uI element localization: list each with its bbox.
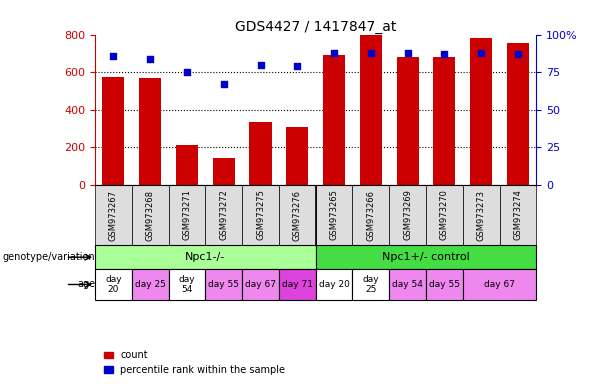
Text: Npc1-/-: Npc1-/-	[185, 252, 226, 262]
Text: GSM973271: GSM973271	[183, 190, 191, 240]
Point	[513, 51, 523, 57]
Bar	[507, 43, 529, 185]
Text: GSM973274: GSM973274	[514, 190, 522, 240]
FancyBboxPatch shape	[426, 185, 463, 245]
FancyBboxPatch shape	[316, 270, 352, 300]
FancyBboxPatch shape	[279, 185, 316, 245]
Point	[109, 53, 118, 59]
FancyBboxPatch shape	[205, 185, 242, 245]
FancyBboxPatch shape	[132, 185, 169, 245]
Legend: count, percentile rank within the sample: count, percentile rank within the sample	[100, 346, 289, 379]
FancyBboxPatch shape	[426, 270, 463, 300]
FancyBboxPatch shape	[205, 270, 242, 300]
FancyBboxPatch shape	[95, 270, 132, 300]
Point	[145, 56, 155, 62]
Text: day
20: day 20	[105, 275, 122, 294]
Bar	[286, 127, 308, 185]
Point	[292, 63, 302, 69]
Bar	[213, 157, 235, 185]
FancyBboxPatch shape	[242, 270, 279, 300]
FancyBboxPatch shape	[132, 270, 169, 300]
FancyBboxPatch shape	[279, 270, 316, 300]
Text: GSM973265: GSM973265	[330, 190, 338, 240]
FancyBboxPatch shape	[352, 185, 389, 245]
Bar	[102, 77, 124, 185]
FancyBboxPatch shape	[95, 245, 316, 270]
Text: Npc1+/- control: Npc1+/- control	[382, 252, 470, 262]
Text: day 67: day 67	[484, 280, 515, 289]
Point	[366, 50, 376, 56]
Text: day 67: day 67	[245, 280, 276, 289]
Text: age: age	[77, 280, 95, 290]
Bar	[139, 78, 161, 185]
Text: day 20: day 20	[319, 280, 349, 289]
Text: GSM973270: GSM973270	[440, 190, 449, 240]
Bar	[470, 38, 492, 185]
FancyBboxPatch shape	[500, 185, 536, 245]
Text: day 55: day 55	[208, 280, 239, 289]
FancyBboxPatch shape	[169, 185, 205, 245]
FancyBboxPatch shape	[389, 185, 426, 245]
Title: GDS4427 / 1417847_at: GDS4427 / 1417847_at	[235, 20, 397, 33]
FancyBboxPatch shape	[316, 245, 536, 270]
Bar	[433, 57, 455, 185]
Point	[182, 69, 192, 75]
FancyBboxPatch shape	[95, 185, 132, 245]
Bar	[397, 57, 419, 185]
FancyBboxPatch shape	[463, 270, 536, 300]
Text: day 25: day 25	[135, 280, 166, 289]
Point	[476, 50, 486, 56]
Point	[219, 81, 229, 87]
Text: GSM973268: GSM973268	[146, 190, 154, 241]
Bar	[323, 55, 345, 185]
Text: GSM973273: GSM973273	[477, 190, 485, 241]
Text: GSM973266: GSM973266	[367, 190, 375, 241]
Text: day 55: day 55	[429, 280, 460, 289]
Text: GSM973275: GSM973275	[256, 190, 265, 240]
Text: day
25: day 25	[362, 275, 379, 294]
Text: day 54: day 54	[392, 280, 423, 289]
FancyBboxPatch shape	[389, 270, 426, 300]
Text: day 71: day 71	[282, 280, 313, 289]
Point	[329, 50, 339, 56]
Text: GSM973276: GSM973276	[293, 190, 302, 241]
FancyBboxPatch shape	[242, 185, 279, 245]
Bar	[249, 122, 272, 185]
FancyBboxPatch shape	[463, 185, 500, 245]
Text: genotype/variation: genotype/variation	[2, 252, 95, 262]
Text: GSM973269: GSM973269	[403, 190, 412, 240]
Bar	[176, 146, 198, 185]
FancyBboxPatch shape	[169, 270, 205, 300]
FancyBboxPatch shape	[352, 270, 389, 300]
Text: day
54: day 54	[178, 275, 196, 294]
Text: GSM973267: GSM973267	[109, 190, 118, 241]
FancyBboxPatch shape	[316, 185, 352, 245]
Point	[256, 61, 265, 68]
Point	[403, 50, 413, 56]
Point	[440, 51, 449, 57]
Text: GSM973272: GSM973272	[219, 190, 228, 240]
Bar	[360, 35, 382, 185]
